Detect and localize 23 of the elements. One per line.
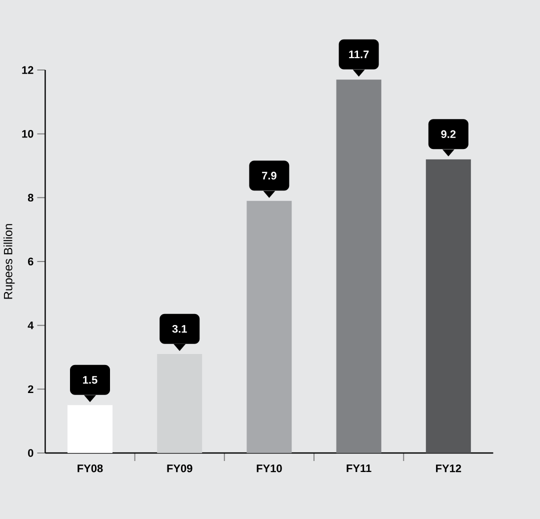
data-label: 1.5 [83, 376, 98, 384]
y-tick-label: 10 [22, 130, 34, 138]
y-tick-label: 8 [28, 194, 34, 202]
bar [336, 80, 382, 453]
x-tick-label: FY09 [167, 464, 192, 472]
x-tick-label: FY10 [256, 464, 282, 472]
y-tick-label: 12 [22, 66, 34, 74]
data-label: 7.9 [262, 172, 276, 180]
y-axis-title: Rupees Billion [4, 224, 15, 299]
data-label: 9.2 [441, 130, 456, 138]
x-tick-label: FY12 [436, 464, 462, 472]
x-tick-label: FY11 [346, 464, 372, 472]
y-tick-label: 6 [28, 258, 34, 266]
x-tick-label: FY08 [78, 464, 103, 472]
bar [68, 405, 112, 453]
data-label: 11.7 [349, 50, 369, 58]
y-tick-label: 4 [28, 322, 34, 330]
bar [426, 159, 471, 453]
y-tick-label: 2 [28, 385, 34, 393]
y-tick-label: 0 [28, 449, 34, 457]
bar [246, 200, 292, 453]
bar [157, 354, 202, 453]
data-label: 3.1 [172, 324, 187, 333]
